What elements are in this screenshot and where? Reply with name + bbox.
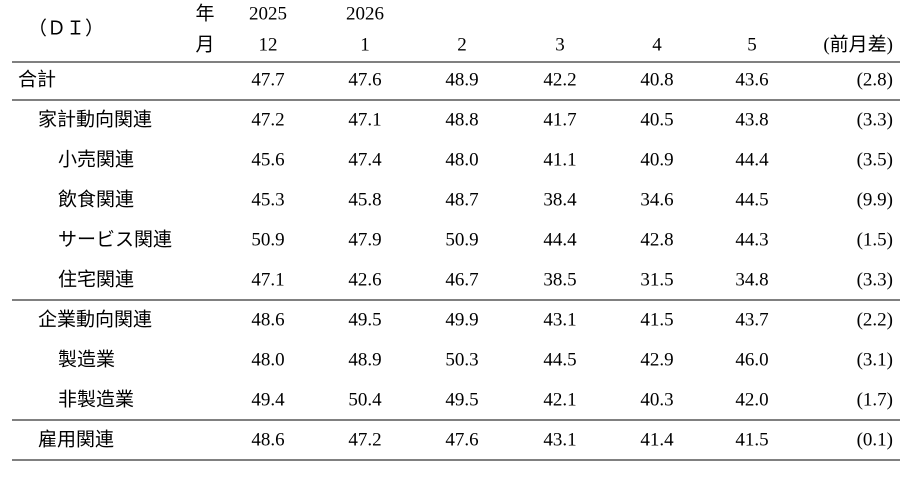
cell: 41.1 — [543, 149, 576, 170]
cell: 42.2 — [543, 69, 576, 90]
cell: 48.9 — [445, 69, 478, 90]
cell: 38.5 — [543, 269, 576, 290]
year: 2025 — [249, 3, 287, 24]
cell: 48.0 — [445, 149, 478, 170]
year: 2026 — [346, 3, 384, 24]
diff-cell: (1.7) — [857, 389, 893, 410]
cell: 44.4 — [543, 229, 577, 250]
cell: 44.5 — [543, 349, 576, 370]
cell: 40.8 — [640, 69, 673, 90]
cell: 48.8 — [445, 109, 478, 130]
cell: 48.6 — [251, 309, 284, 330]
row-label: 企業動向関連 — [38, 308, 152, 330]
cell: 43.1 — [543, 309, 576, 330]
diff-cell: (0.1) — [857, 429, 893, 450]
cell: 41.5 — [735, 429, 768, 450]
cell: 49.5 — [445, 389, 478, 410]
cell: 47.1 — [251, 269, 284, 290]
diff-cell: (9.9) — [857, 189, 893, 210]
row-label: 非製造業 — [58, 388, 134, 410]
month: 5 — [747, 34, 757, 55]
month: 12 — [259, 34, 278, 55]
cell: 46.0 — [735, 349, 768, 370]
cell: 43.1 — [543, 429, 576, 450]
cell: 31.5 — [640, 269, 673, 290]
diff-cell: (2.2) — [857, 309, 893, 330]
cell: 41.7 — [543, 109, 576, 130]
cell: 45.6 — [251, 149, 284, 170]
cell: 45.8 — [348, 189, 381, 210]
cell: 47.7 — [251, 69, 284, 90]
cell: 34.8 — [735, 269, 768, 290]
cell: 47.4 — [348, 149, 382, 170]
cell: 50.9 — [445, 229, 478, 250]
row-label: 製造業 — [58, 348, 115, 370]
cell: 45.3 — [251, 189, 284, 210]
month: 2 — [457, 34, 467, 55]
diff-header: (前月差) — [823, 33, 893, 55]
cell: 44.3 — [735, 229, 768, 250]
cell: 40.5 — [640, 109, 673, 130]
cell: 47.2 — [251, 109, 284, 130]
unit-label: （ＤＩ） — [28, 17, 104, 39]
row-label: 飲食関連 — [58, 188, 134, 210]
cell: 42.9 — [640, 349, 673, 370]
cell: 48.6 — [251, 429, 284, 450]
cell: 47.1 — [348, 109, 381, 130]
cell: 40.9 — [640, 149, 673, 170]
row-label: 小売関連 — [58, 148, 134, 170]
cell: 43.7 — [735, 309, 768, 330]
cell: 49.5 — [348, 309, 381, 330]
row-label: 家計動向関連 — [38, 108, 152, 130]
cell: 47.6 — [445, 429, 478, 450]
cell: 47.9 — [348, 229, 381, 250]
cell: 44.4 — [735, 149, 769, 170]
cell: 42.1 — [543, 389, 576, 410]
cell: 50.3 — [445, 349, 478, 370]
cell: 42.8 — [640, 229, 673, 250]
row-label: サービス関連 — [58, 228, 172, 250]
cell: 40.3 — [640, 389, 673, 410]
diff-cell: (2.8) — [857, 69, 893, 90]
cell: 38.4 — [543, 189, 577, 210]
month: 4 — [652, 34, 662, 55]
cell: 49.4 — [251, 389, 285, 410]
row-label: 雇用関連 — [38, 428, 114, 450]
cell: 48.9 — [348, 349, 381, 370]
cell: 41.5 — [640, 309, 673, 330]
cell: 42.6 — [348, 269, 381, 290]
cell: 49.9 — [445, 309, 478, 330]
cell: 48.7 — [445, 189, 478, 210]
cell: 43.8 — [735, 109, 768, 130]
diff-cell: (1.5) — [857, 229, 893, 250]
cell: 46.7 — [445, 269, 478, 290]
diff-cell: (3.3) — [857, 109, 893, 130]
cell: 42.0 — [735, 389, 768, 410]
month: 3 — [555, 34, 565, 55]
cell: 47.6 — [348, 69, 381, 90]
cell: 48.0 — [251, 349, 284, 370]
year-label: 年 — [195, 2, 214, 24]
cell: 43.6 — [735, 69, 768, 90]
cell: 50.9 — [251, 229, 284, 250]
diff-cell: (3.3) — [857, 269, 893, 290]
cell: 47.2 — [348, 429, 381, 450]
cell: 34.6 — [640, 189, 673, 210]
cell: 41.4 — [640, 429, 674, 450]
row-label: 合計 — [18, 68, 56, 90]
diff-cell: (3.1) — [857, 349, 893, 370]
month: 1 — [360, 34, 370, 55]
cell: 44.5 — [735, 189, 768, 210]
diff-cell: (3.5) — [857, 149, 893, 170]
month-label: 月 — [195, 34, 214, 55]
row-label: 住宅関連 — [58, 268, 134, 290]
cell: 50.4 — [348, 389, 382, 410]
